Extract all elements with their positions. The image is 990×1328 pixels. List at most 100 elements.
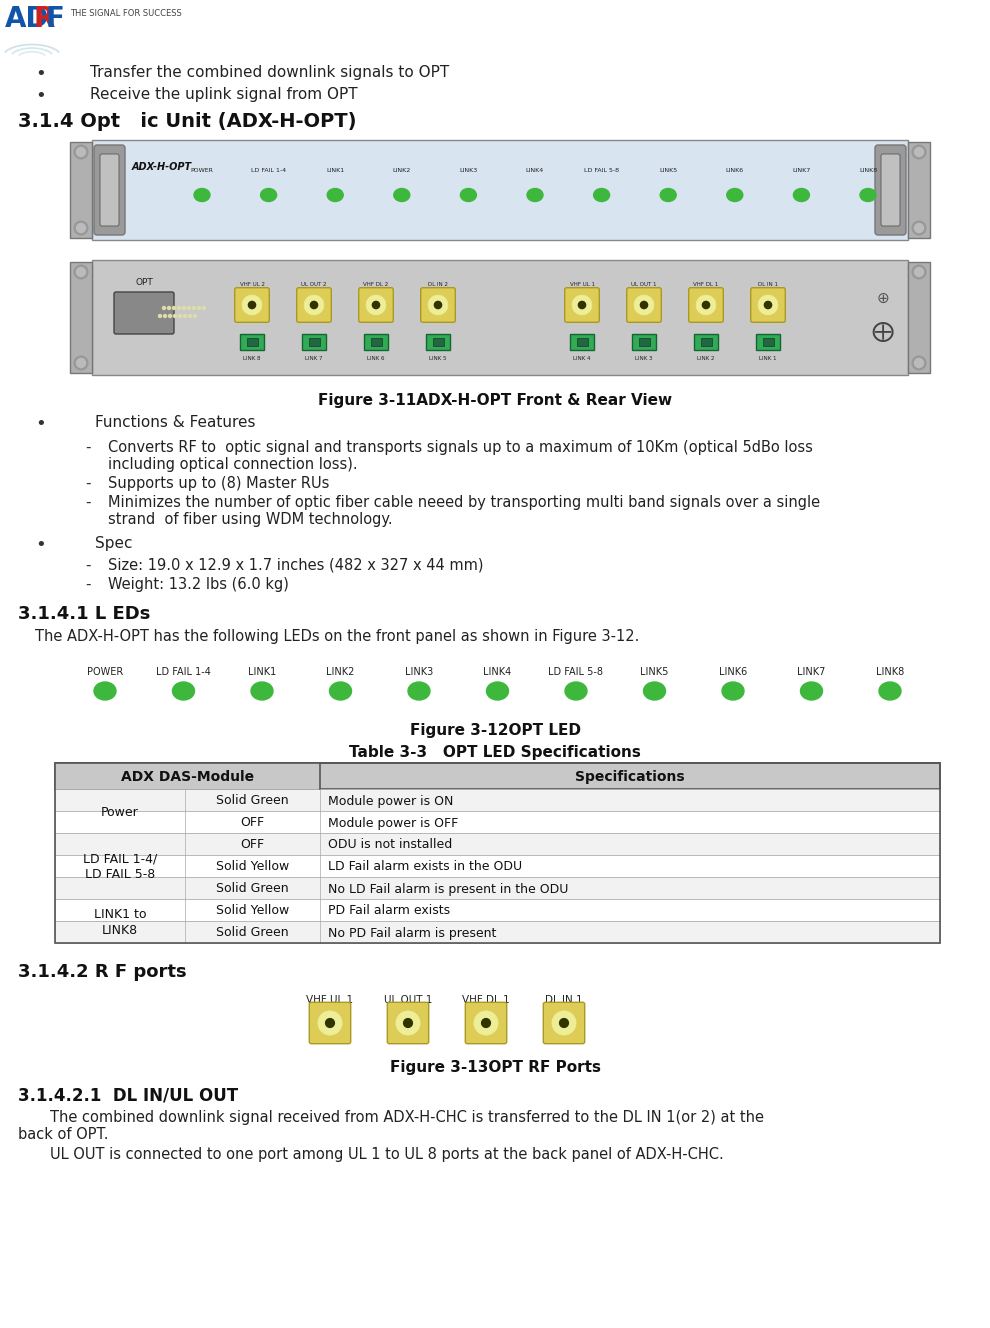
Circle shape [915,147,924,157]
Text: Figure 3-11ADX-H-OPT Front & Rear View: Figure 3-11ADX-H-OPT Front & Rear View [318,393,672,408]
Text: LINK 1: LINK 1 [759,356,777,361]
Bar [247,337,257,347]
Text: LINK1 to
LINK8: LINK1 to LINK8 [94,907,147,936]
Text: LINK6: LINK6 [719,667,747,677]
Text: -: - [85,440,90,456]
Text: LINK1: LINK1 [326,169,345,173]
Circle shape [915,223,924,232]
Circle shape [474,1011,498,1035]
Text: OFF: OFF [241,838,264,851]
Bar [55,899,940,922]
Circle shape [76,267,85,276]
Text: Solid Yellow: Solid Yellow [216,904,289,918]
FancyBboxPatch shape [881,154,900,226]
Bar [370,337,381,347]
Text: LD FAIL 1-4: LD FAIL 1-4 [251,169,286,173]
Circle shape [167,307,170,309]
Text: ⨁: ⨁ [872,321,894,343]
Circle shape [197,307,201,309]
FancyBboxPatch shape [358,288,393,323]
Text: UL OUT 1: UL OUT 1 [632,282,656,287]
Circle shape [481,1019,490,1028]
Text: LINK3: LINK3 [459,169,477,173]
Text: Transfer the combined downlink signals to OPT: Transfer the combined downlink signals t… [90,65,449,80]
Bar [302,335,326,349]
Text: Spec: Spec [95,537,133,551]
Text: The ADX-H-OPT has the following LEDs on the front panel as shown in Figure 3-12.: The ADX-H-OPT has the following LEDs on … [35,629,640,644]
Text: DL IN 1: DL IN 1 [758,282,778,287]
Circle shape [551,1011,576,1035]
FancyBboxPatch shape [627,288,661,323]
Circle shape [915,359,924,368]
Text: Supports up to (8) Master RUs: Supports up to (8) Master RUs [108,475,330,491]
Text: LINK2: LINK2 [327,667,354,677]
Circle shape [559,1019,568,1028]
FancyBboxPatch shape [544,1003,585,1044]
Circle shape [168,315,171,317]
Circle shape [74,220,88,235]
Text: 3.1.4.1 L EDs: 3.1.4.1 L EDs [18,606,150,623]
Circle shape [193,315,196,317]
Text: OFF: OFF [241,817,264,830]
Bar [756,335,780,349]
Text: -: - [85,475,90,491]
FancyBboxPatch shape [564,288,599,323]
Circle shape [178,315,181,317]
Text: including optical connection loss).: including optical connection loss). [108,457,357,471]
Text: back of OPT.: back of OPT. [18,1127,109,1142]
Text: Solid Yellow: Solid Yellow [216,861,289,874]
Text: LINK4: LINK4 [526,169,545,173]
Text: Power: Power [101,806,139,818]
Text: VHF DL 2: VHF DL 2 [363,282,389,287]
Circle shape [243,295,262,315]
Circle shape [183,315,186,317]
Bar [433,337,444,347]
Text: The combined downlink signal received from ADX-H-CHC is transferred to the DL IN: The combined downlink signal received fr… [50,1110,764,1125]
Text: LD FAIL 5-8: LD FAIL 5-8 [548,667,604,677]
Text: VHF UL 1: VHF UL 1 [307,995,353,1005]
Ellipse shape [860,189,876,202]
Text: LINK 8: LINK 8 [244,356,260,361]
Circle shape [311,301,318,308]
Circle shape [641,301,647,308]
Ellipse shape [260,189,276,202]
Circle shape [635,295,654,315]
Ellipse shape [527,189,543,202]
Text: Specifications: Specifications [575,770,685,784]
Text: Converts RF to  optic signal and transports signals up to a maximum of 10Km (opt: Converts RF to optic signal and transpor… [108,440,813,456]
Text: UL OUT 1: UL OUT 1 [384,995,433,1005]
FancyBboxPatch shape [114,292,174,335]
FancyBboxPatch shape [235,288,269,323]
Ellipse shape [879,683,901,700]
Text: UL OUT 2: UL OUT 2 [301,282,327,287]
Bar [240,335,264,349]
Text: LINK8: LINK8 [876,667,904,677]
Bar [701,337,712,347]
Circle shape [182,307,185,309]
Circle shape [162,307,165,309]
Text: R: R [33,5,54,33]
Circle shape [326,1019,335,1028]
Ellipse shape [460,189,476,202]
Text: Minimizes the number of optic fiber cable neeed by transporting multi band signa: Minimizes the number of optic fiber cabl… [108,495,820,510]
Text: LINK5: LINK5 [659,169,677,173]
Text: ADX DAS-Module: ADX DAS-Module [121,770,254,784]
Circle shape [76,147,85,157]
Bar [55,876,940,899]
Text: -: - [85,576,90,592]
Text: LINK8: LINK8 [859,169,877,173]
FancyBboxPatch shape [309,1003,350,1044]
Text: Figure 3-12OPT LED: Figure 3-12OPT LED [410,722,580,738]
Text: ODU is not installed: ODU is not installed [328,838,452,851]
Text: LINK 5: LINK 5 [430,356,446,361]
Circle shape [177,307,180,309]
Text: 3.1.4.2 R F ports: 3.1.4.2 R F ports [18,963,187,981]
Text: Functions & Features: Functions & Features [95,414,255,430]
Text: 3.1.4 Opt   ic Unit (ADX-H-OPT): 3.1.4 Opt ic Unit (ADX-H-OPT) [18,112,356,131]
Circle shape [396,1011,420,1035]
FancyBboxPatch shape [465,1003,507,1044]
Text: LINK1: LINK1 [248,667,276,677]
Circle shape [173,315,176,317]
Text: LINK 6: LINK 6 [367,356,385,361]
Circle shape [912,220,926,235]
